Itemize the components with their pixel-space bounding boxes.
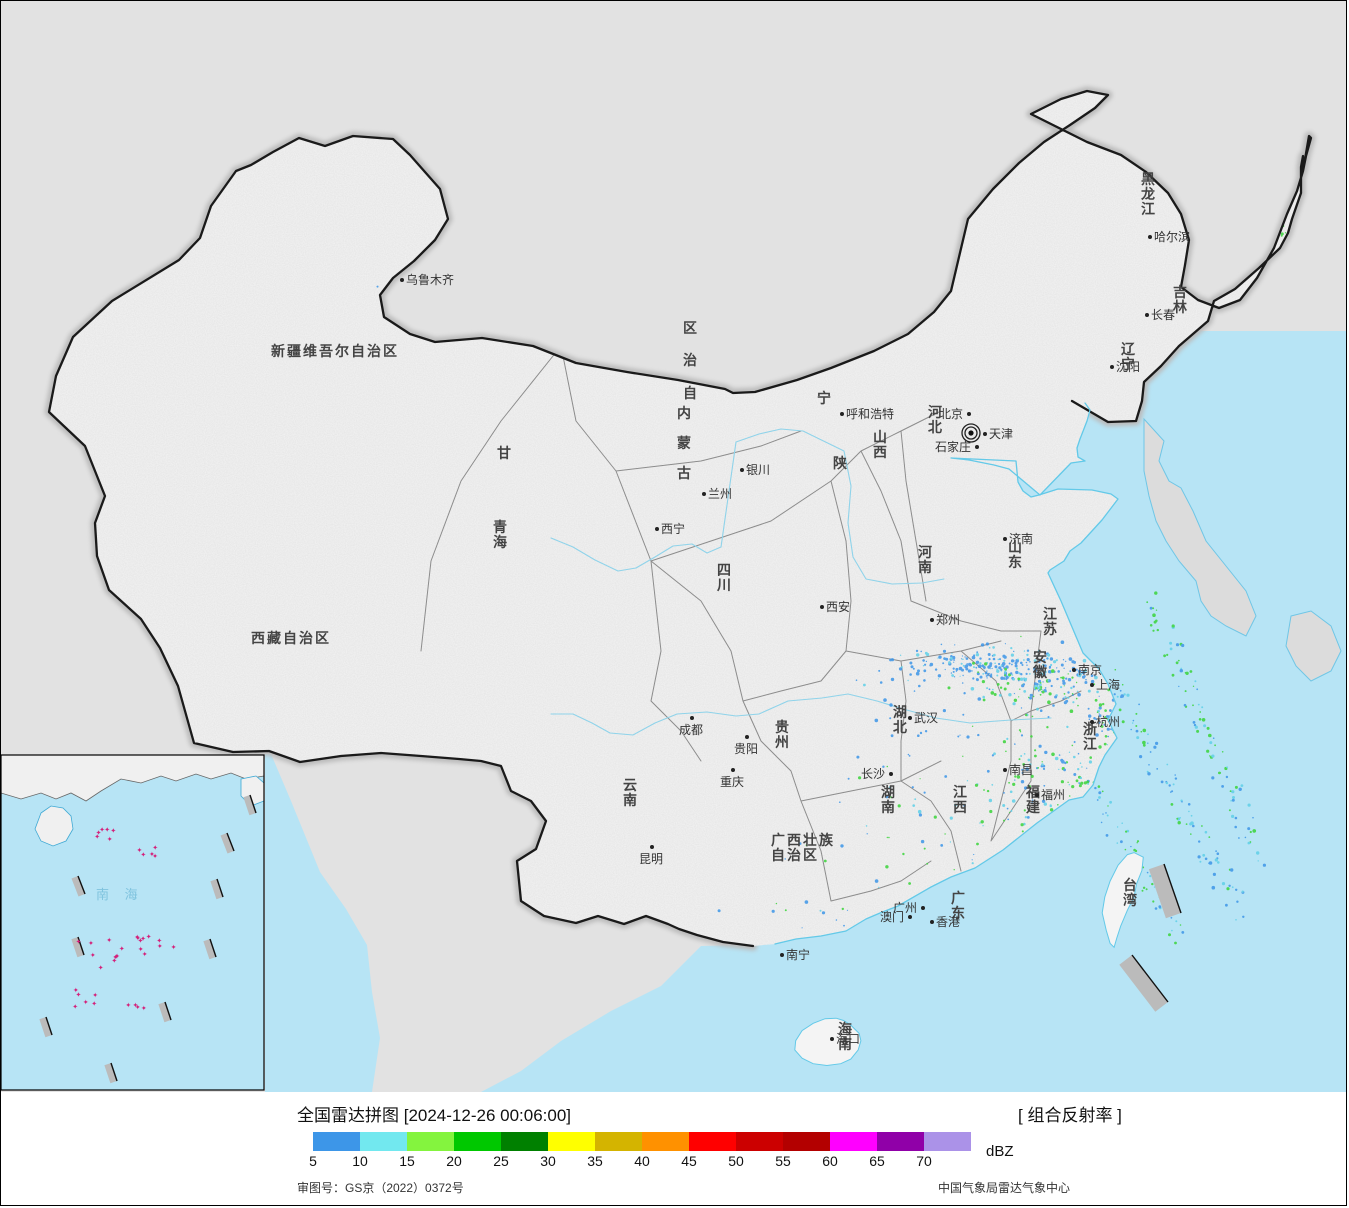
svg-text:✦: ✦	[92, 992, 98, 1000]
svg-text:✦: ✦	[98, 964, 104, 972]
svg-text:✦: ✦	[141, 1004, 147, 1012]
svg-text:✦: ✦	[83, 998, 89, 1006]
svg-text:✦: ✦	[106, 936, 112, 944]
svg-text:✦: ✦	[125, 1001, 131, 1009]
svg-text:✦: ✦	[146, 933, 152, 941]
svg-text:✦: ✦	[171, 943, 177, 951]
svg-text:✦: ✦	[110, 827, 116, 835]
svg-text:✦: ✦	[104, 826, 110, 834]
svg-text:✦: ✦	[133, 1002, 139, 1010]
svg-text:南 海: 南 海	[96, 887, 144, 902]
svg-text:✦: ✦	[138, 937, 144, 945]
svg-text:✦: ✦	[152, 852, 158, 860]
svg-text:✦: ✦	[140, 851, 146, 859]
svg-text:✦: ✦	[114, 952, 120, 960]
svg-text:✦: ✦	[91, 1000, 97, 1008]
svg-text:✦: ✦	[99, 826, 105, 834]
svg-text:✦: ✦	[90, 952, 96, 960]
svg-text:✦: ✦	[94, 833, 100, 841]
svg-text:✦: ✦	[72, 1003, 78, 1011]
svg-text:✦: ✦	[119, 945, 125, 953]
svg-text:✦: ✦	[138, 946, 144, 954]
svg-text:✦: ✦	[152, 844, 158, 852]
svg-text:✦: ✦	[157, 943, 163, 951]
svg-text:✦: ✦	[76, 991, 82, 999]
svg-text:✦: ✦	[88, 940, 94, 948]
svg-text:✦: ✦	[76, 938, 82, 946]
svg-text:✦: ✦	[107, 836, 113, 844]
